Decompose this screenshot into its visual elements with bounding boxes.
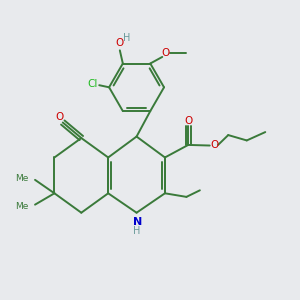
Text: O: O xyxy=(185,116,193,126)
Text: O: O xyxy=(116,38,124,48)
Text: H: H xyxy=(123,33,130,43)
Text: Cl: Cl xyxy=(88,79,98,89)
Text: O: O xyxy=(56,112,64,122)
Text: O: O xyxy=(161,48,170,58)
Text: H: H xyxy=(134,226,141,236)
Text: Me: Me xyxy=(15,174,28,183)
Text: O: O xyxy=(210,140,219,150)
Text: N: N xyxy=(133,217,142,227)
Text: Me: Me xyxy=(15,202,28,211)
